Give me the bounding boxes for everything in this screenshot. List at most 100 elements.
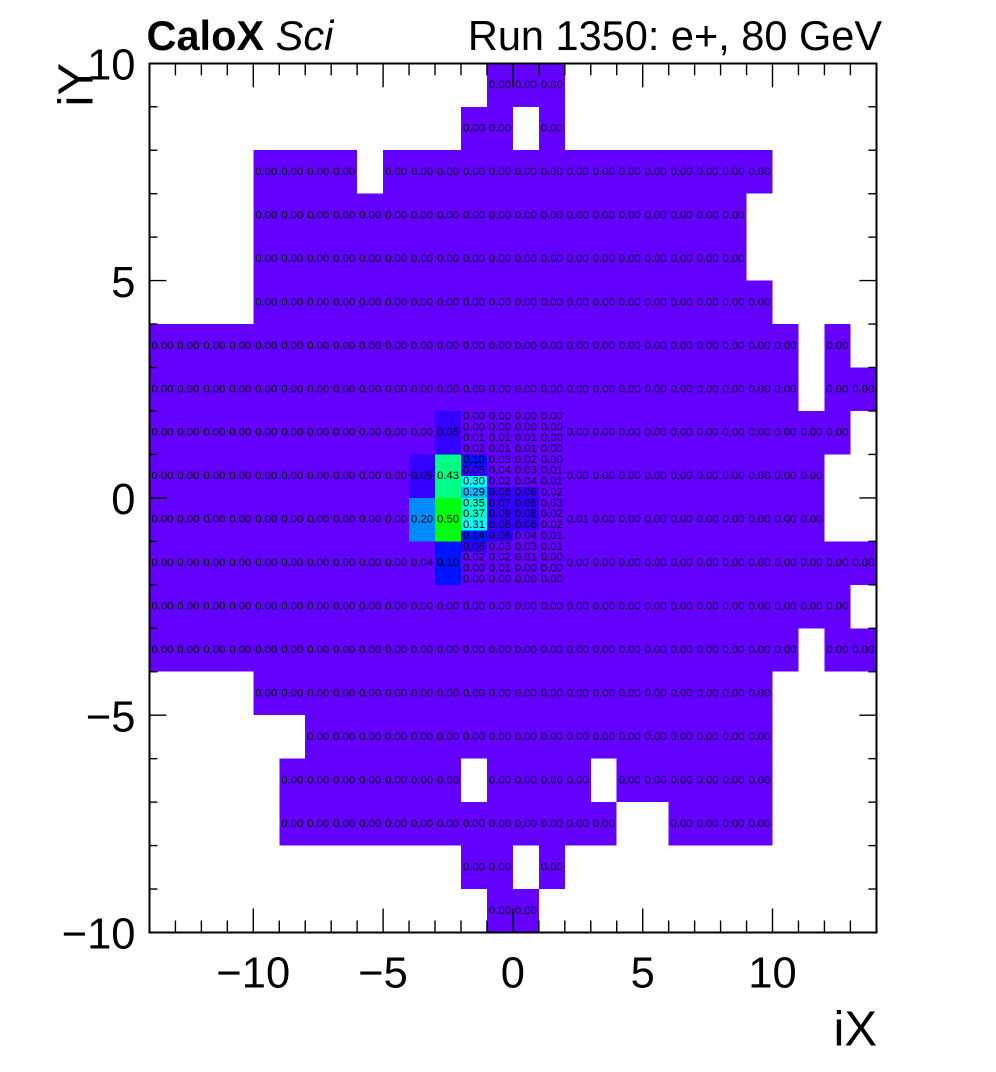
svg-text:0.00: 0.00 [541, 209, 563, 221]
svg-text:0.00: 0.00 [437, 340, 459, 352]
svg-text:0.00: 0.00 [723, 731, 745, 743]
svg-text:0.00: 0.00 [645, 296, 667, 308]
svg-text:0.00: 0.00 [567, 731, 589, 743]
svg-text:0.00: 0.00 [385, 774, 407, 786]
svg-text:0.00: 0.00 [645, 601, 667, 613]
svg-text:0.05: 0.05 [437, 427, 459, 439]
svg-text:0.00: 0.00 [567, 818, 589, 830]
svg-text:0.00: 0.00 [723, 818, 745, 830]
svg-text:0.14: 0.14 [463, 530, 485, 542]
svg-text:0.00: 0.00 [749, 644, 771, 656]
svg-text:0.00: 0.00 [411, 166, 433, 178]
svg-text:0.00: 0.00 [177, 427, 199, 439]
svg-text:0.00: 0.00 [723, 687, 745, 699]
svg-text:0.00: 0.00 [697, 818, 719, 830]
svg-text:0.08: 0.08 [489, 486, 511, 498]
svg-text:0.00: 0.00 [463, 122, 485, 134]
svg-text:0.00: 0.00 [333, 514, 355, 526]
svg-text:0.00: 0.00 [515, 687, 537, 699]
svg-text:0.00: 0.00 [749, 470, 771, 482]
svg-text:0.50: 0.50 [437, 514, 459, 526]
svg-text:0.00: 0.00 [281, 644, 303, 656]
svg-text:0.00: 0.00 [774, 470, 796, 482]
svg-text:0.00: 0.00 [593, 601, 615, 613]
svg-text:0.00: 0.00 [411, 774, 433, 786]
svg-text:0.00: 0.00 [541, 79, 563, 91]
svg-text:0.10: 0.10 [437, 557, 459, 569]
svg-text:0.00: 0.00 [437, 687, 459, 699]
svg-text:0.00: 0.00 [151, 340, 173, 352]
svg-text:0.00: 0.00 [515, 905, 537, 917]
svg-text:0.00: 0.00 [645, 687, 667, 699]
svg-text:0.00: 0.00 [697, 166, 719, 178]
svg-text:0.00: 0.00 [489, 166, 511, 178]
svg-text:0.00: 0.00 [515, 340, 537, 352]
svg-text:0.00: 0.00 [437, 296, 459, 308]
svg-text:0.00: 0.00 [697, 209, 719, 221]
svg-text:0.00: 0.00 [593, 253, 615, 265]
svg-text:0.00: 0.00 [645, 427, 667, 439]
svg-text:0.00: 0.00 [255, 644, 277, 656]
svg-text:0.00: 0.00 [593, 687, 615, 699]
svg-text:0.00: 0.00 [281, 774, 303, 786]
svg-text:0.00: 0.00 [749, 687, 771, 699]
svg-text:0.00: 0.00 [723, 340, 745, 352]
svg-text:0.00: 0.00 [567, 253, 589, 265]
svg-text:0.00: 0.00 [826, 601, 848, 613]
svg-text:0.00: 0.00 [333, 557, 355, 569]
svg-text:0.00: 0.00 [697, 687, 719, 699]
svg-text:0.07: 0.07 [489, 497, 511, 509]
svg-text:0.00: 0.00 [359, 514, 381, 526]
svg-text:0.00: 0.00 [593, 340, 615, 352]
svg-text:0.00: 0.00 [255, 296, 277, 308]
svg-text:0.02: 0.02 [463, 552, 485, 564]
svg-text:0.00: 0.00 [541, 443, 563, 455]
svg-text:0.01: 0.01 [489, 563, 511, 575]
svg-text:0.01: 0.01 [489, 432, 511, 444]
svg-text:0.00: 0.00 [463, 296, 485, 308]
svg-text:0.00: 0.00 [229, 644, 251, 656]
svg-text:0.00: 0.00 [671, 296, 693, 308]
svg-text:0.00: 0.00 [255, 383, 277, 395]
svg-text:0.00: 0.00 [515, 601, 537, 613]
svg-text:0.00: 0.00 [489, 774, 511, 786]
svg-text:0.00: 0.00 [437, 253, 459, 265]
svg-text:0.00: 0.00 [489, 410, 511, 422]
svg-text:0.00: 0.00 [541, 552, 563, 564]
svg-text:CaloX Sci: CaloX Sci [147, 12, 336, 59]
svg-text:0.00: 0.00 [463, 383, 485, 395]
svg-text:0.01: 0.01 [567, 514, 589, 526]
svg-text:0.00: 0.00 [151, 427, 173, 439]
svg-text:0.00: 0.00 [411, 601, 433, 613]
svg-text:0.00: 0.00 [826, 557, 848, 569]
svg-text:iY: iY [50, 63, 104, 107]
svg-text:0.00: 0.00 [255, 253, 277, 265]
svg-text:0.00: 0.00 [774, 427, 796, 439]
svg-text:0.00: 0.00 [307, 296, 329, 308]
svg-text:0.00: 0.00 [489, 644, 511, 656]
svg-text:0.00: 0.00 [645, 514, 667, 526]
svg-text:0.00: 0.00 [255, 514, 277, 526]
svg-text:0.00: 0.00 [541, 731, 563, 743]
svg-text:0.00: 0.00 [281, 514, 303, 526]
svg-text:0.00: 0.00 [177, 383, 199, 395]
svg-text:0.04: 0.04 [411, 557, 433, 569]
svg-text:0.00: 0.00 [463, 861, 485, 873]
svg-text:0.00: 0.00 [463, 253, 485, 265]
svg-text:0.00: 0.00 [593, 644, 615, 656]
svg-text:0.00: 0.00 [645, 470, 667, 482]
svg-text:0.00: 0.00 [229, 470, 251, 482]
svg-text:0.00: 0.00 [359, 774, 381, 786]
svg-text:0.00: 0.00 [567, 470, 589, 482]
svg-text:0.00: 0.00 [567, 644, 589, 656]
svg-text:0.00: 0.00 [463, 644, 485, 656]
svg-text:0.00: 0.00 [489, 79, 511, 91]
svg-text:0.00: 0.00 [307, 731, 329, 743]
svg-text:0.00: 0.00 [619, 514, 641, 526]
svg-text:0.00: 0.00 [515, 79, 537, 91]
svg-text:0.00: 0.00 [333, 253, 355, 265]
svg-text:0.00: 0.00 [852, 644, 874, 656]
svg-text:0.00: 0.00 [671, 644, 693, 656]
svg-text:0.00: 0.00 [567, 427, 589, 439]
svg-text:0.00: 0.00 [671, 731, 693, 743]
